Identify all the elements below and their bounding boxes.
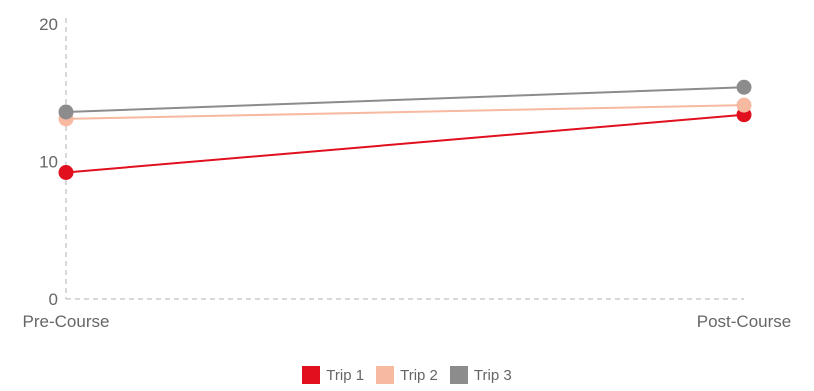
legend-label: Trip 2 — [400, 366, 438, 384]
chart-series-lines — [65, 86, 745, 174]
legend-label: Trip 1 — [326, 366, 365, 384]
y-tick-label: 20 — [39, 15, 58, 34]
y-tick-label: 10 — [39, 153, 58, 172]
legend-swatch — [302, 366, 321, 384]
legend-swatch — [376, 366, 395, 384]
data-point — [58, 104, 74, 120]
chart-axes: 0 10 20 Pre-Course Post-Course — [23, 15, 792, 331]
legend-label: Trip 3 — [473, 366, 512, 384]
legend-item-trip-3[interactable]: Trip 3 — [449, 366, 512, 384]
line-chart: 0 10 20 Pre-Course Post-Course — [23, 15, 792, 331]
series-line-3 — [65, 86, 745, 113]
series-line-1 — [65, 113, 745, 174]
legend-swatch — [449, 366, 468, 384]
x-tick-label: Post-Course — [697, 312, 791, 331]
data-point — [58, 165, 74, 180]
legend-item-trip-2[interactable]: Trip 2 — [376, 366, 438, 384]
data-point — [736, 97, 752, 113]
legend-item-trip-1[interactable]: Trip 1 — [302, 366, 364, 384]
data-point — [736, 79, 752, 95]
x-tick-label: Pre-Course — [23, 312, 110, 331]
y-tick-label: 0 — [49, 290, 58, 309]
series-line-2 — [65, 104, 745, 120]
chart-legend: Trip 1 Trip 2 Trip 3 — [0, 366, 814, 384]
chart-series-points — [58, 79, 752, 180]
